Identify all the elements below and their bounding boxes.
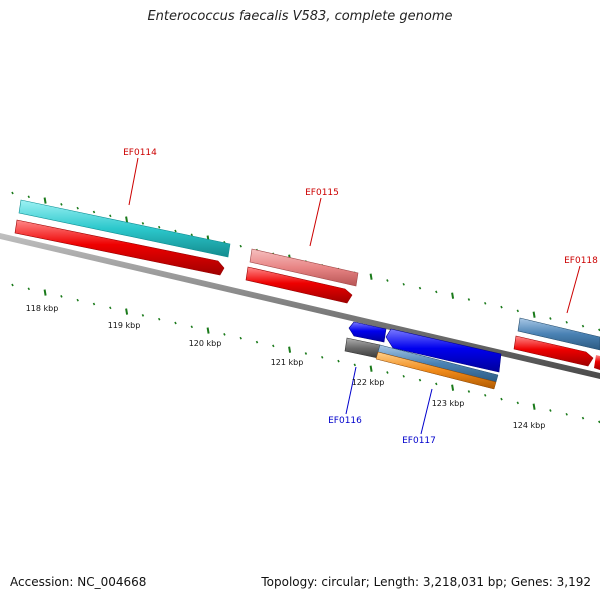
- ef0118-cds-arrow[interactable]: [513, 335, 594, 367]
- upper-tick: [516, 309, 520, 313]
- scale-label-123: 123 kbp: [432, 399, 465, 408]
- lower-tick: [76, 298, 79, 302]
- upper-tick: [369, 273, 373, 280]
- lower-tick: [288, 346, 292, 353]
- scale-label-120: 120 kbp: [189, 339, 222, 348]
- ef0117-label-line: [420, 388, 433, 435]
- lower-tick: [174, 321, 177, 325]
- ef0116-cds-arrow[interactable]: [348, 321, 387, 343]
- lower-tick: [549, 409, 552, 412]
- lower-tick: [239, 336, 242, 340]
- upper-tick: [11, 191, 14, 195]
- upper-tick: [76, 206, 79, 210]
- lower-tick: [190, 325, 194, 329]
- gene-label-ef0118[interactable]: EF0118: [564, 256, 598, 266]
- lower-tick: [320, 355, 324, 359]
- upper-tick: [500, 305, 503, 309]
- lower-tick: [206, 327, 210, 334]
- ef0118-protein-bar[interactable]: [517, 317, 600, 351]
- lower-tick: [532, 403, 536, 410]
- upper-tick: [141, 222, 145, 225]
- ef0116-gray-bar[interactable]: [344, 337, 381, 359]
- lower-tick: [565, 412, 568, 416]
- lower-tick: [272, 344, 275, 348]
- upper-tick: [565, 320, 568, 324]
- gene-label-ef0114[interactable]: EF0114: [123, 148, 157, 158]
- lower-tick: [353, 363, 357, 367]
- lower-tick: [418, 378, 422, 382]
- ef0115-protein-bar[interactable]: [249, 248, 359, 287]
- lower-tick: [43, 289, 47, 296]
- genome-title: Enterococcus faecalis V583, complete gen…: [147, 9, 453, 24]
- ef0114-protein-bar[interactable]: [18, 199, 231, 258]
- lower-tick: [369, 365, 373, 372]
- upper-tick: [402, 282, 405, 286]
- ef0118-label-line: [566, 265, 581, 314]
- tick-row-lower: [11, 283, 600, 424]
- ef0114-label-line: [128, 157, 139, 206]
- upper-tick: [549, 317, 552, 320]
- ef0115-cds-arrow[interactable]: [245, 266, 353, 304]
- lower-tick: [92, 302, 96, 306]
- ef0116-label-line: [345, 366, 357, 415]
- topology-text: Topology: circular; Length: 3,218,031 bp…: [261, 575, 591, 589]
- lower-tick: [500, 397, 503, 401]
- scale-label-121: 121 kbp: [271, 358, 304, 367]
- upper-tick: [483, 301, 487, 305]
- lower-tick: [483, 393, 487, 397]
- upper-tick: [157, 225, 161, 229]
- scale-label-122: 122 kbp: [352, 378, 385, 387]
- lower-tick: [435, 382, 438, 386]
- gene-label-ef0115[interactable]: EF0115: [305, 188, 339, 198]
- scale-label-118: 118 kbp: [26, 304, 59, 313]
- ef0118-cds-arrow-continued: [594, 355, 600, 370]
- upper-tick: [60, 203, 63, 206]
- upper-tick: [190, 233, 194, 237]
- gene-label-ef0116[interactable]: EF0116: [328, 416, 362, 426]
- upper-tick: [418, 286, 422, 290]
- upper-tick: [435, 290, 438, 294]
- scale-label-124: 124 kbp: [513, 421, 546, 430]
- lower-tick: [60, 295, 63, 298]
- upper-tick: [386, 279, 389, 282]
- scale-label-119: 119 kbp: [108, 321, 141, 330]
- upper-tick: [92, 210, 96, 214]
- lower-tick: [467, 390, 471, 393]
- lower-tick: [402, 374, 405, 378]
- ef0117-orange-bar[interactable]: [375, 351, 497, 390]
- lower-tick: [223, 333, 226, 336]
- ef0114-cds-arrow[interactable]: [14, 219, 225, 276]
- lower-tick: [516, 401, 520, 405]
- lower-tick: [304, 352, 308, 355]
- upper-tick: [109, 214, 112, 218]
- gene-label-ef0117[interactable]: EF0117: [402, 436, 436, 446]
- ef0117-cds-arrow[interactable]: [385, 328, 502, 373]
- lower-tick: [11, 283, 14, 287]
- upper-tick: [581, 324, 585, 328]
- lower-tick: [141, 314, 145, 317]
- ef0115-label-line: [309, 197, 322, 247]
- lower-tick: [109, 306, 112, 310]
- lower-tick: [451, 384, 455, 391]
- upper-tick: [43, 197, 47, 204]
- upper-tick: [467, 298, 471, 301]
- lower-tick: [386, 371, 389, 374]
- upper-tick: [27, 195, 31, 199]
- upper-tick: [239, 244, 242, 248]
- upper-tick: [125, 216, 129, 223]
- upper-tick: [451, 292, 455, 299]
- accession-text: Accession: NC_004668: [10, 575, 147, 589]
- lower-tick: [337, 359, 340, 363]
- upper-tick: [532, 311, 536, 318]
- lower-tick: [255, 340, 259, 344]
- lower-tick: [27, 287, 31, 291]
- lower-tick: [125, 308, 129, 315]
- lower-tick: [581, 416, 585, 420]
- lower-tick: [157, 317, 161, 321]
- upper-tick: [174, 229, 177, 233]
